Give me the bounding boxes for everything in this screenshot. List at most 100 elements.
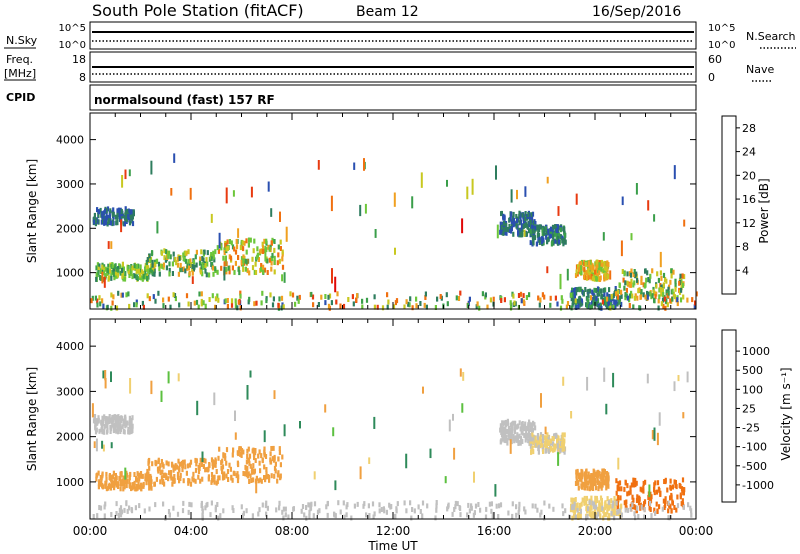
- data-cell: [269, 457, 272, 463]
- data-cell: [99, 301, 102, 307]
- data-cell: [105, 480, 108, 486]
- data-cell: [240, 504, 243, 510]
- data-cell: [301, 504, 305, 509]
- data-cell: [308, 513, 311, 519]
- data-cell: [175, 464, 178, 470]
- data-cell: [682, 412, 685, 419]
- data-cell: [564, 508, 567, 514]
- data-cell: [444, 476, 447, 484]
- data-cell: [263, 267, 267, 273]
- data-cell: [461, 218, 464, 234]
- data-cell: [578, 502, 582, 508]
- data-cell: [225, 447, 229, 453]
- data-cell: [120, 292, 123, 298]
- data-cell: [191, 264, 194, 269]
- data-cell: [575, 269, 578, 275]
- data-cell: [459, 290, 462, 296]
- data-cell: [101, 420, 105, 426]
- data-cell: [216, 502, 219, 507]
- data-cell: [657, 277, 660, 283]
- data-cell: [237, 228, 240, 238]
- data-cell: [255, 480, 258, 494]
- data-cell: [142, 304, 145, 310]
- data-cell: [189, 459, 193, 465]
- data-cell: [206, 261, 209, 267]
- data-cell: [326, 512, 329, 518]
- data-cell: [110, 371, 112, 383]
- data-cell: [601, 505, 604, 511]
- program-label: normalsound (fast) 157 RF: [94, 93, 275, 107]
- data-cell: [231, 244, 235, 250]
- data-cell: [587, 268, 590, 274]
- data-cell: [424, 295, 427, 300]
- velocity-colorbar-label: Velocity [m s⁻¹]: [779, 367, 793, 460]
- data-cell: [246, 448, 249, 454]
- data-cell: [174, 296, 177, 302]
- data-cell: [667, 500, 670, 506]
- data-cell: [613, 515, 616, 521]
- data-cell: [221, 464, 225, 470]
- data-cell: [553, 443, 556, 449]
- data-cell: [347, 297, 350, 302]
- data-cell: [605, 485, 608, 491]
- data-cell: [527, 212, 530, 217]
- data-cell: [518, 232, 521, 238]
- data-cell: [505, 230, 508, 236]
- data-cell: [261, 290, 264, 296]
- data-cell: [612, 500, 615, 506]
- data-cell: [592, 514, 595, 520]
- data-cell: [551, 229, 554, 235]
- data-cell: [255, 300, 258, 306]
- data-cell: [590, 273, 593, 279]
- data-cell: [509, 216, 512, 222]
- data-cell: [687, 502, 690, 508]
- data-cell: [325, 504, 328, 510]
- data-cell: [108, 214, 111, 220]
- data-cell: [603, 276, 606, 282]
- data-cell: [95, 418, 98, 424]
- data-cell: [227, 477, 230, 482]
- data-cell: [185, 470, 188, 476]
- data-cell: [191, 276, 194, 284]
- data-cell: [373, 294, 376, 300]
- data-cell: [332, 427, 335, 437]
- data-cell: [674, 283, 677, 288]
- data-cell: [561, 235, 564, 241]
- data-cell: [141, 473, 144, 479]
- data-cell: [95, 438, 98, 452]
- data-cell: [253, 269, 256, 275]
- data-cell: [297, 298, 300, 304]
- data-cell: [606, 496, 609, 502]
- data-cell: [228, 269, 231, 275]
- data-cell: [120, 415, 123, 421]
- data-cell: [676, 494, 679, 500]
- data-cell: [634, 515, 637, 521]
- data-cell: [614, 288, 617, 294]
- data-cell: [595, 288, 598, 293]
- data-cell: [453, 507, 456, 512]
- data-cell: [101, 440, 104, 449]
- data-cell: [199, 457, 202, 463]
- data-cell: [519, 435, 522, 441]
- data-cell: [600, 288, 603, 294]
- data-cell: [251, 513, 254, 519]
- data-cell: [525, 295, 528, 300]
- data-cell: [99, 275, 102, 281]
- data-cell: [570, 296, 573, 302]
- data-cell: [214, 266, 217, 272]
- data-cell: [177, 271, 180, 277]
- data-cell: [541, 227, 544, 233]
- data-cell: [509, 300, 512, 306]
- data-cell: [140, 482, 143, 488]
- data-cell: [462, 372, 465, 381]
- data-cell: [305, 515, 308, 521]
- data-cell: [96, 513, 99, 519]
- data-cell: [273, 260, 276, 265]
- data-cell: [184, 464, 187, 470]
- data-cell: [610, 293, 613, 299]
- data-cell: [144, 265, 147, 271]
- data-cell: [649, 498, 653, 504]
- data-cell: [575, 469, 578, 475]
- data-cell: [119, 476, 122, 482]
